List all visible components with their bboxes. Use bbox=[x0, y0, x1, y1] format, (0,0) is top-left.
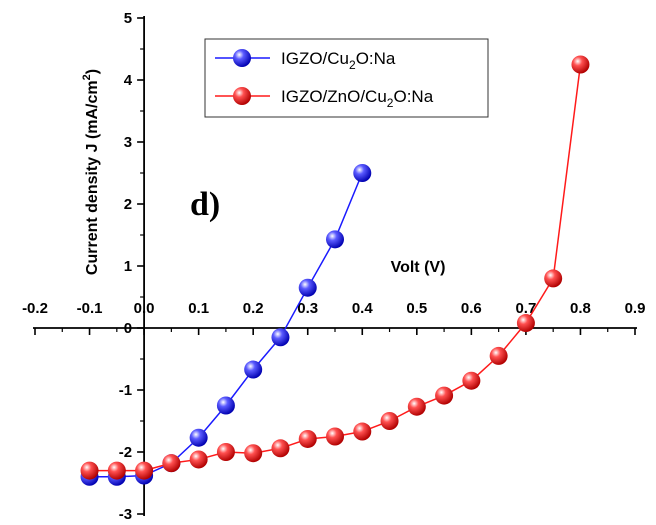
legend-box bbox=[204, 38, 489, 118]
y-axis-title-end: ) bbox=[84, 69, 101, 74]
data-point-1 bbox=[544, 269, 563, 288]
series-line-1 bbox=[89, 64, 582, 472]
x-tick-label: 0.0 bbox=[134, 300, 155, 317]
x-tick-label: 0.9 bbox=[625, 300, 646, 317]
x-tick-label: 0.2 bbox=[243, 300, 264, 317]
data-point-0 bbox=[244, 360, 263, 379]
y-tick-label: 2 bbox=[124, 196, 132, 213]
y-tick-label: -1 bbox=[119, 382, 132, 399]
data-point-0 bbox=[189, 428, 208, 447]
data-point-1 bbox=[107, 461, 126, 480]
data-point-1 bbox=[326, 427, 344, 446]
x-tick-label: -0.2 bbox=[22, 300, 48, 317]
data-point-1 bbox=[571, 55, 590, 74]
legend-marker-1 bbox=[233, 87, 251, 105]
x-tick-label: 0.4 bbox=[352, 300, 374, 317]
y-tick-label: -3 bbox=[119, 506, 132, 523]
x-tick-label: 0.6 bbox=[461, 300, 482, 317]
legend: IGZO/Cu2O:Na IGZO/ZnO/Cu2O:Na bbox=[204, 38, 489, 118]
panel-label: d) bbox=[190, 186, 220, 223]
data-point-1 bbox=[516, 314, 535, 333]
data-point-0 bbox=[298, 278, 317, 297]
data-point-1 bbox=[407, 397, 426, 416]
legend-item-0: IGZO/Cu2O:Na bbox=[215, 49, 396, 72]
y-axis-title: Current density J (mA/cm2) bbox=[81, 69, 101, 275]
x-tick-label: 0.5 bbox=[406, 300, 427, 317]
data-point-1 bbox=[135, 461, 154, 480]
x-tick-label: 0.8 bbox=[570, 300, 591, 317]
data-point-1 bbox=[353, 422, 372, 441]
data-point-1 bbox=[189, 450, 208, 469]
x-axis-title: Volt (V) bbox=[391, 259, 446, 276]
data-point-1 bbox=[489, 346, 508, 365]
data-point-0 bbox=[353, 164, 372, 182]
data-point-1 bbox=[298, 429, 317, 448]
data-point-1 bbox=[380, 412, 399, 430]
legend-marker-0 bbox=[233, 49, 251, 67]
y-tick-label: 0 bbox=[124, 320, 132, 337]
legend-item-1: IGZO/ZnO/Cu2O:Na bbox=[215, 87, 434, 110]
axes: -0.2 -0.1 0.0 0.1 0.2 0.3 0.4 0.5 0.6 0.7 0.8 0.9 -… bbox=[22, 10, 645, 523]
x-tick-label: 0.1 bbox=[188, 300, 209, 317]
data-point-1 bbox=[435, 386, 454, 405]
data-point-1 bbox=[216, 443, 235, 461]
data-point-1 bbox=[244, 444, 263, 463]
y-tick-label: -2 bbox=[119, 444, 132, 461]
data-point-1 bbox=[80, 461, 99, 480]
x-tick-label: 0.7 bbox=[515, 300, 536, 317]
series-1 bbox=[80, 55, 590, 480]
x-tick-label: 0.3 bbox=[297, 300, 318, 317]
data-point-1 bbox=[271, 439, 290, 458]
data-point-0 bbox=[326, 230, 344, 249]
y-tick-label: 1 bbox=[124, 258, 132, 275]
y-tick-label: 3 bbox=[124, 134, 132, 151]
data-point-1 bbox=[462, 371, 481, 390]
data-point-0 bbox=[271, 328, 290, 347]
data-point-0 bbox=[216, 396, 235, 415]
x-tick-label: -0.1 bbox=[77, 300, 103, 317]
y-axis-title-main: Current density J (mA/cm bbox=[84, 80, 101, 275]
y-axis-title-sup: 2 bbox=[81, 74, 93, 80]
legend-label-1: IGZO/ZnO/Cu2O:Na bbox=[281, 87, 434, 110]
y-ticks: -3 -2 -1 0 1 2 3 4 5 bbox=[119, 10, 145, 523]
x-ticks: -0.2 -0.1 0.0 0.1 0.2 0.3 0.4 0.5 0.6 0.7 0.8 0.9 bbox=[22, 300, 645, 335]
legend-label-0: IGZO/Cu2O:Na bbox=[281, 49, 396, 72]
series-layer bbox=[80, 55, 590, 486]
y-tick-label: 4 bbox=[124, 72, 133, 89]
y-tick-label: 5 bbox=[124, 10, 132, 27]
data-point-1 bbox=[162, 454, 181, 473]
